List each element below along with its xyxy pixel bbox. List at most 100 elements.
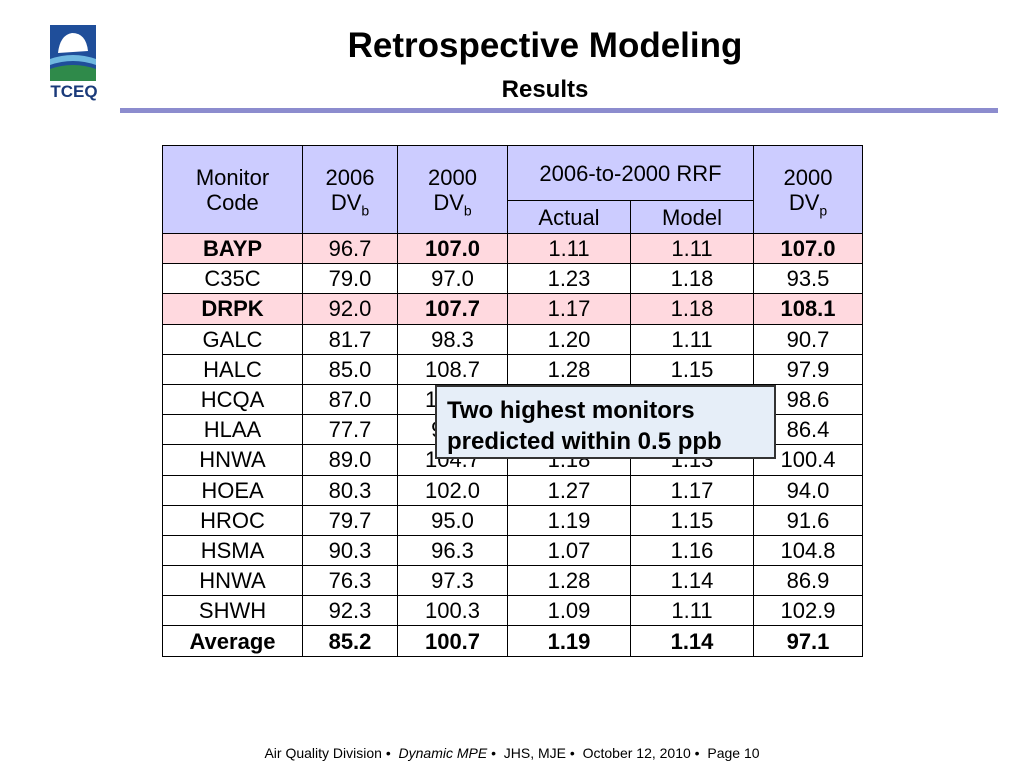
title: Retrospective Modeling [347,26,743,65]
table-cell: 96.3 [397,534,508,567]
column-header: 2000 DVb [397,145,508,234]
header-line: 2000 [783,164,833,190]
table-cell: 79.0 [302,263,398,295]
table-cell: HOEA [162,474,303,506]
table-cell: 108.7 [397,353,508,385]
table-cell: 94.0 [753,474,863,506]
table-cell: 107.0 [397,232,508,265]
table-cell: 107.0 [753,232,863,265]
table-cell: 1.11 [507,232,631,265]
table-cell: GALC [162,323,303,355]
table-cell: 1.14 [630,625,754,657]
table-cell: 97.0 [397,263,508,295]
table-row: C35C 79.0 97.0 1.23 1.18 93.5 [162,263,863,295]
table-row: DRPK 92.0 107.7 1.17 1.18 108.1 [162,293,863,325]
table-cell: BAYP [162,232,303,265]
table-cell: 90.3 [302,534,398,567]
table-cell: 79.7 [302,504,398,536]
table-cell: 1.16 [630,534,754,567]
logo-text: TCEQ [50,82,98,101]
header-subscript: b [463,201,472,218]
table-row: HALC 85.0 108.7 1.28 1.15 97.9 [162,353,863,385]
table-cell: HSMA [162,534,303,567]
sub-header: Actual [507,200,631,234]
table-cell: HNWA [162,565,303,597]
table-cell: 1.11 [630,323,754,355]
title-rule [120,108,998,113]
footer-separator: • [694,745,700,761]
column-header: 2000 DVp [753,145,863,234]
table-cell: 1.11 [630,595,754,627]
table-row: HROC 79.7 95.0 1.19 1.15 91.6 [162,504,863,536]
header-row: Monitor Code 2006 DVb 2000 DVb 2006-to-2000 RR… [162,145,863,234]
table-cell: 1.09 [507,595,631,627]
footer-separator: • [569,745,575,761]
table-cell: 95.0 [397,504,508,536]
table-cell: C35C [162,263,303,295]
table-cell: 97.3 [397,565,508,597]
table-cell: 102.0 [397,474,508,506]
header-subscript: b [361,201,370,218]
table-cell: 1.17 [630,474,754,506]
table-cell: HROC [162,504,303,536]
table-cell: 1.28 [507,353,631,385]
table-cell: 1.20 [507,323,631,355]
callout-line: Two highest monitors [447,397,695,424]
footer-part: Page 10 [707,745,760,761]
sub-header: Model [630,200,754,234]
table-cell: SHWH [162,595,303,627]
footer-part: Air Quality Division [264,745,382,761]
footer-part: October 12, 2010 [582,745,691,761]
table-cell: 1.17 [507,293,631,325]
table-cell: 92.3 [302,595,398,627]
callout: Two highest monitors predicted within 0.5… [435,385,776,459]
table-cell: 80.3 [302,474,398,506]
group-header: 2006-to-2000 RRF [507,145,754,201]
table-cell: 1.28 [507,565,631,597]
table-row: BAYP 96.7 107.0 1.11 1.11 107.0 [162,232,863,265]
table-cell: 91.6 [753,504,863,536]
header-line: Monitor [195,164,270,190]
table-cell: 1.07 [507,534,631,567]
table-cell: 93.5 [753,263,863,295]
header-line: 2006 [325,164,375,190]
table-cell: HLAA [162,414,303,446]
header-row: Actual Model [163,200,863,234]
table-row: HOEA 80.3 102.0 1.27 1.17 94.0 [162,474,863,506]
table-cell: 92.0 [302,293,398,325]
table-cell: 1.19 [507,625,631,657]
table-cell: 1.19 [507,504,631,536]
table-cell: 1.11 [630,232,754,265]
header-line: Code [206,189,259,215]
table-cell: 77.7 [302,414,398,446]
table-cell: 1.27 [507,474,631,506]
table-cell: 104.8 [753,534,863,567]
table-cell: 87.0 [302,383,398,416]
table-row: HNWA 76.3 97.3 1.28 1.14 86.9 [162,565,863,597]
header-line: DV [330,189,362,215]
column-header: 2006 DVb [302,145,398,234]
header-line: DV [788,189,820,215]
header-line: DV [433,189,464,215]
table-cell: 98.3 [397,323,508,355]
column-header: Monitor Code [162,145,303,234]
table-cell: 97.1 [753,625,863,657]
table-cell: 76.3 [302,565,398,597]
table-cell: HNWA [162,444,303,476]
callout-line: predicted within 0.5 ppb [447,428,722,455]
table-cell: 90.7 [753,323,863,355]
table-row: HSMA 90.3 96.3 1.07 1.16 104.8 [162,534,863,567]
logo-mark [50,25,96,81]
table-cell: 100.7 [397,625,508,657]
table-cell: 85.0 [302,353,398,385]
header-line: 2000 [428,164,477,190]
header-subscript: p [819,201,828,218]
table-row: Average 85.2 100.7 1.19 1.14 97.1 [162,625,863,657]
table-cell: 1.14 [630,565,754,597]
table-cell: 1.18 [630,263,754,295]
footer-part: JHS, MJE [503,745,567,761]
table-cell: 107.7 [397,293,508,325]
footer-part: Dynamic MPE [398,745,488,761]
table-cell: HALC [162,353,303,385]
